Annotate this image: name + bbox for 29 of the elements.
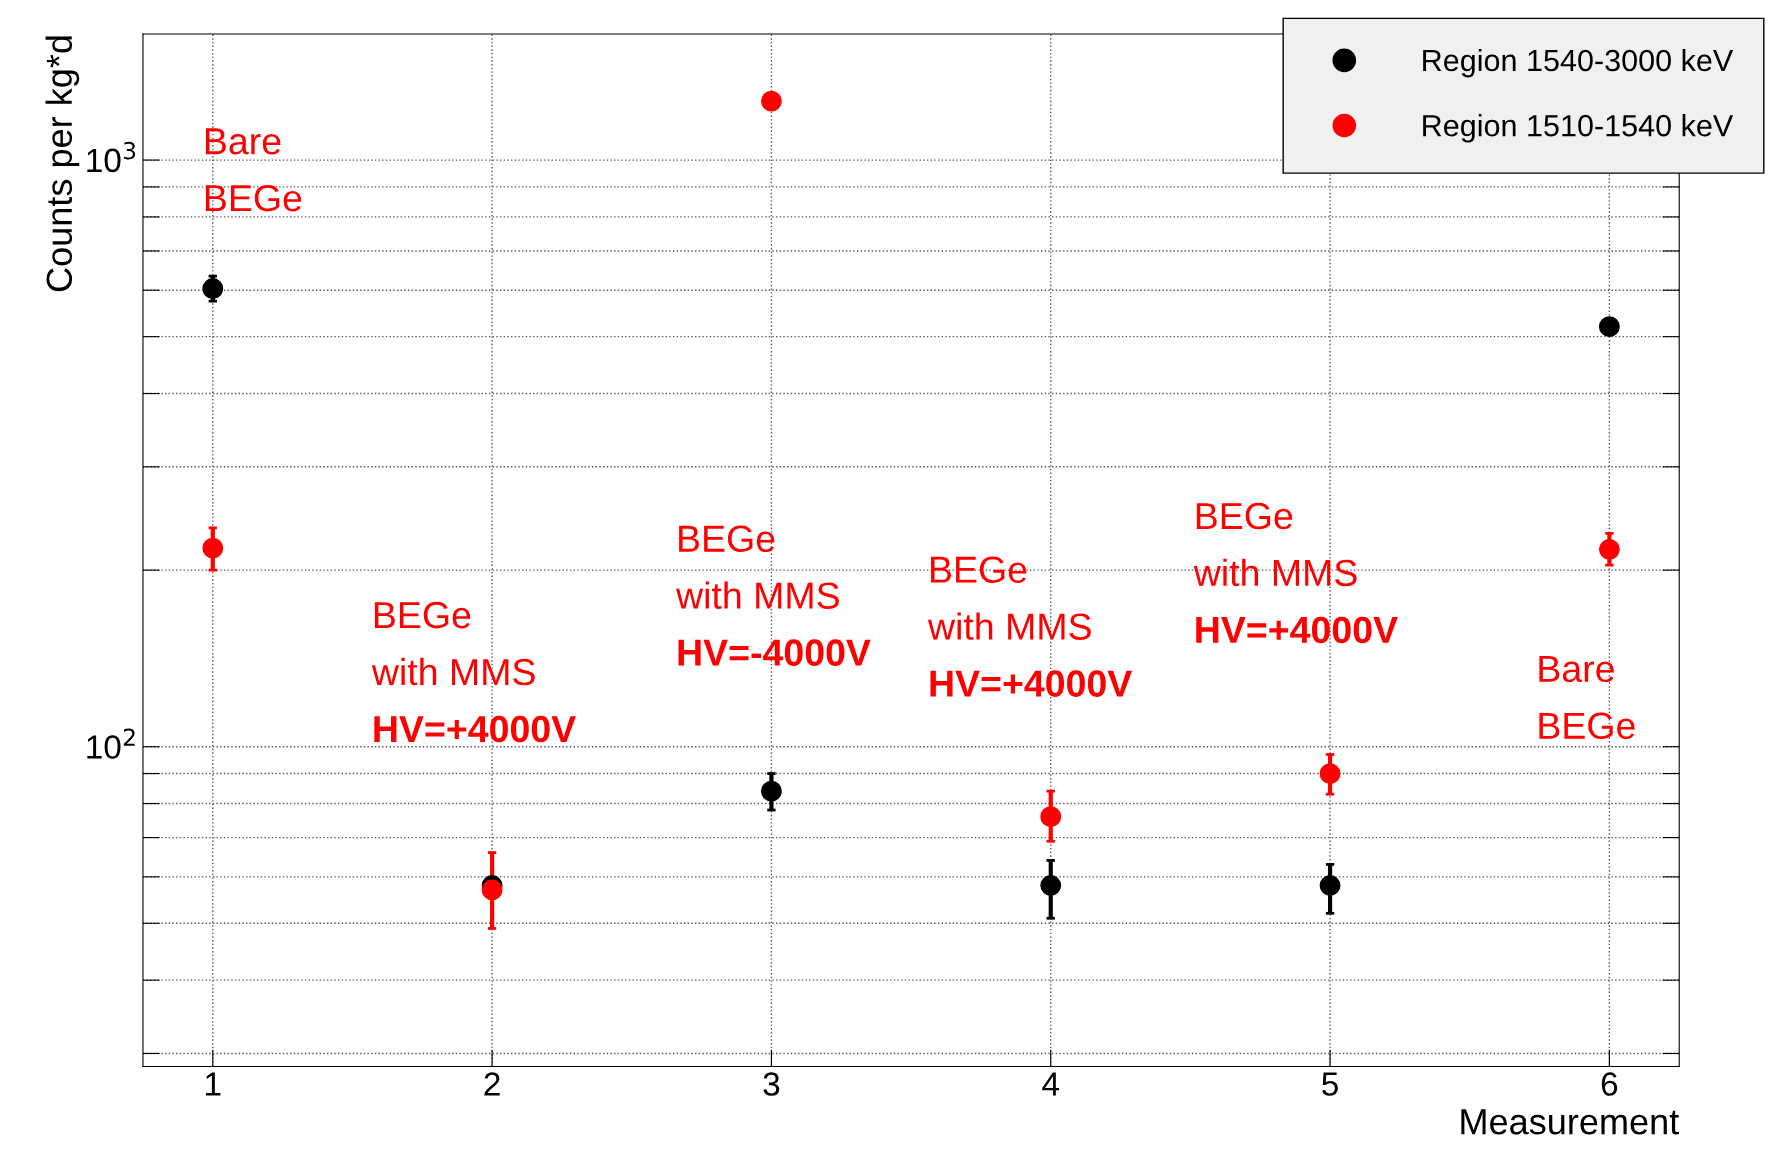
y-tick-label: 10$^{3}$: [87, 141, 136, 173]
x-tick-label: 6: [1601, 1072, 1618, 1096]
annotation: BEGe with MMS HV=-4000V: [675, 525, 871, 666]
point: [1040, 806, 1062, 828]
annotation: Bare BEGe: [205, 128, 302, 212]
y-tick-label: 10$^{2}$: [87, 728, 135, 759]
point: [481, 879, 503, 901]
x-tick-label: 4: [1042, 1072, 1060, 1096]
point: [761, 780, 782, 802]
point: [202, 537, 224, 559]
x-tick-label: 5: [1322, 1072, 1338, 1096]
point: [202, 278, 224, 299]
point: [1319, 875, 1341, 896]
point: [1598, 316, 1620, 338]
annotation: BEGe with MMS HV=+4000V: [927, 556, 1133, 697]
annotation: BEGe with MMS HV=+4000V: [371, 601, 576, 743]
x-tick-label: 1: [206, 1072, 221, 1096]
x-tick-label: 3: [763, 1072, 780, 1096]
annotation: Bare BEGe: [1539, 655, 1635, 740]
point: [1040, 875, 1062, 896]
legend-label: Region 1540-3000 keV: [1423, 48, 1734, 78]
annotation: BEGe with MMS HV=+4000V: [1193, 502, 1398, 644]
point: [1598, 538, 1620, 560]
x-axis-title: Measurement: [1461, 1109, 1679, 1135]
x-tick-label: 2: [484, 1072, 500, 1096]
point: [761, 90, 782, 112]
legend-label: Region 1510-1540 keV: [1423, 114, 1734, 143]
y-axis-title: Counts per kg*d: [45, 36, 80, 292]
point: [1319, 763, 1341, 784]
